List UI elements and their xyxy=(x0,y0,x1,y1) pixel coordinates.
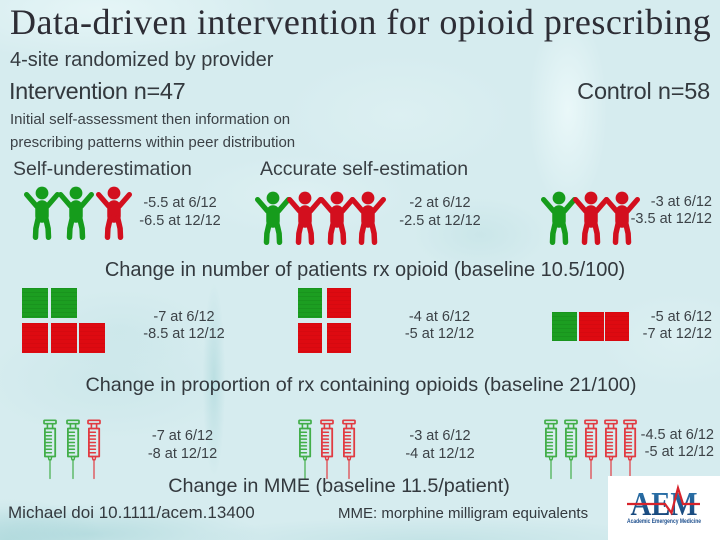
svg-text:Academic Emergency Medicine: Academic Emergency Medicine xyxy=(627,518,701,525)
